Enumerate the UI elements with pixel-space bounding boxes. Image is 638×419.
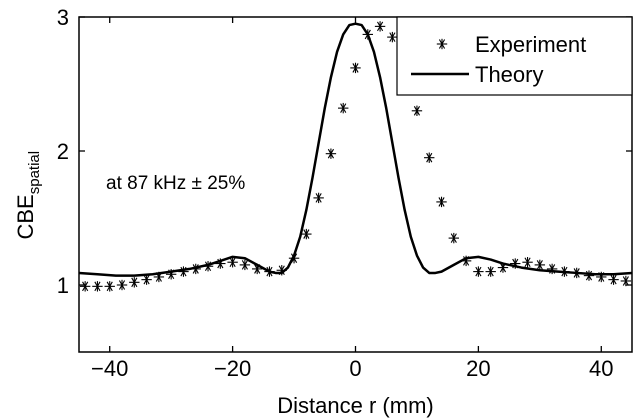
data-point [141, 274, 152, 285]
x-tick-label: −20 [214, 356, 251, 381]
data-point [178, 266, 189, 277]
legend-star [436, 38, 448, 50]
legend-box [396, 16, 633, 96]
series-layer [79, 21, 632, 292]
data-point [411, 105, 423, 116]
data-point [534, 259, 546, 271]
svg-text:CBEspatial: CBEspatial [13, 151, 43, 240]
data-point [620, 275, 632, 287]
series-points-experiment [79, 21, 632, 292]
data-point [239, 259, 251, 271]
legend-marker-experiment [436, 38, 448, 50]
data-point [387, 31, 398, 43]
y-axis-label-subscript: spatial [26, 151, 43, 194]
data-point [338, 102, 349, 114]
data-point [301, 228, 312, 240]
data-point [313, 192, 324, 204]
data-point [79, 281, 91, 292]
legend-label-experiment: Experiment [475, 32, 586, 57]
data-point [325, 148, 337, 159]
data-point [374, 21, 386, 32]
y-tick-label: 2 [57, 139, 69, 164]
x-tick-label: 40 [589, 356, 613, 381]
x-tick-label: 0 [349, 356, 361, 381]
x-axis-label: Distance r (mm) [277, 393, 433, 418]
legend-label-theory: Theory [475, 62, 543, 87]
data-point [583, 270, 595, 281]
y-tick-label: 1 [57, 273, 69, 298]
data-point [424, 152, 435, 163]
data-point [350, 62, 361, 74]
data-point [448, 232, 460, 244]
y-axis-label: CBEspatial [13, 151, 43, 240]
data-point [485, 266, 496, 277]
data-point [129, 277, 140, 288]
data-point [92, 281, 103, 292]
x-tick-label: 20 [466, 356, 490, 381]
ticks-layer: −40 −20 0 20 40 1 2 3 [57, 5, 632, 381]
legend: Experiment Theory [396, 16, 633, 96]
data-point [473, 266, 484, 277]
y-axis-label-main: CBE [13, 194, 38, 239]
annotation-text: at 87 kHz ± 25% [106, 173, 245, 194]
data-point [227, 257, 238, 268]
data-point [522, 257, 533, 268]
data-point [190, 263, 201, 275]
data-point [116, 279, 128, 291]
x-tick-label: −40 [91, 356, 128, 381]
series-line-theory [79, 22, 632, 277]
y-tick-label: 3 [57, 5, 69, 30]
data-point [104, 281, 115, 292]
data-point [436, 196, 447, 208]
data-point [608, 274, 619, 285]
